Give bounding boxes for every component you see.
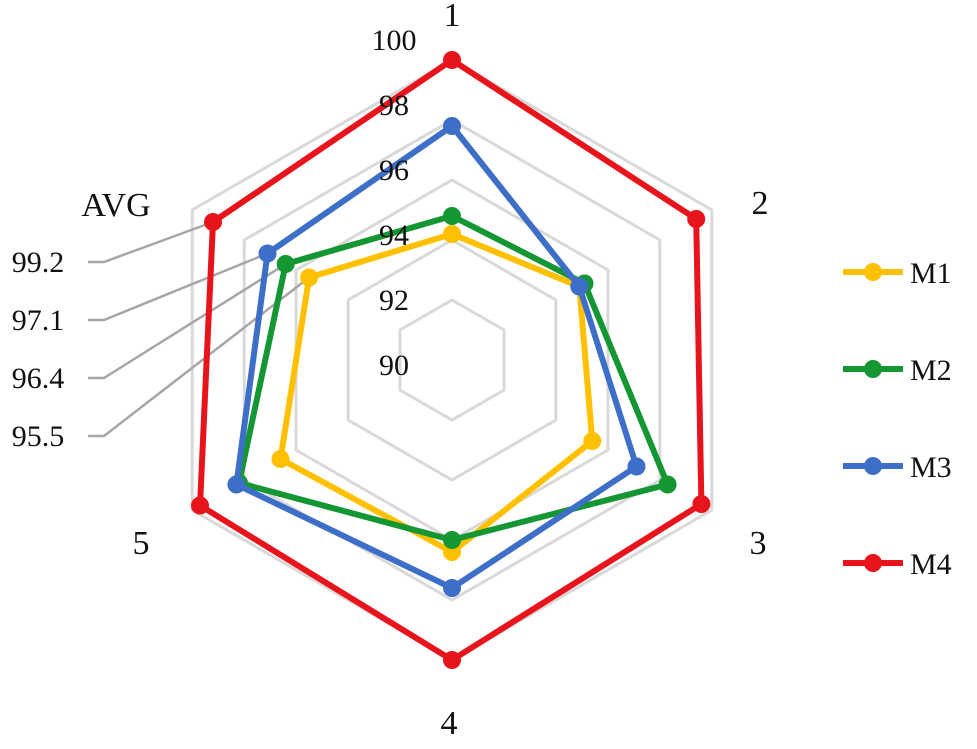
avg-callout-line xyxy=(88,262,287,380)
legend-item-m4: M4 xyxy=(843,548,952,581)
axis-label: 1 xyxy=(444,0,461,34)
axis-label: 3 xyxy=(750,525,767,562)
legend-label: M1 xyxy=(910,257,952,290)
grid-ring xyxy=(346,238,558,482)
avg-value-label: 99.2 xyxy=(12,246,65,279)
data-point xyxy=(443,651,461,669)
avg-callout-line xyxy=(88,220,214,264)
data-point xyxy=(658,475,677,494)
axis-labels: 1 2 3 4 5 AVG xyxy=(81,0,768,742)
tick-label: 90 xyxy=(379,349,409,382)
axis-label: 2 xyxy=(752,185,769,222)
avg-callout-line xyxy=(88,252,268,322)
tick-label: 98 xyxy=(379,89,409,122)
legend-swatch-marker xyxy=(864,263,882,281)
data-point xyxy=(687,210,706,228)
legend-label: M2 xyxy=(910,354,952,387)
series-layer xyxy=(191,51,711,669)
data-point xyxy=(443,207,461,225)
avg-value-label: 95.5 xyxy=(12,420,65,453)
tick-label: 96 xyxy=(379,154,409,187)
legend: M1 M2 M3 M4 xyxy=(843,257,952,581)
data-point xyxy=(627,457,646,476)
grid-ring xyxy=(190,58,714,662)
tick-label: 92 xyxy=(379,284,409,317)
series-m1 xyxy=(271,225,602,561)
series-line xyxy=(197,57,705,663)
data-point xyxy=(276,255,295,273)
data-point xyxy=(300,268,319,287)
data-point xyxy=(583,432,602,450)
legend-item-m3: M3 xyxy=(843,451,952,484)
legend-item-m2: M2 xyxy=(843,354,952,387)
avg-value-labels: 99.2 97.1 96.4 95.5 xyxy=(12,246,65,453)
data-point xyxy=(258,244,277,263)
legend-label: M4 xyxy=(910,548,952,581)
grid-ring xyxy=(242,118,662,602)
data-point xyxy=(191,496,209,515)
avg-callout-line xyxy=(88,276,310,438)
data-point xyxy=(570,277,589,296)
data-point xyxy=(271,450,290,468)
axis-label: 4 xyxy=(441,705,458,742)
data-point xyxy=(443,225,461,243)
legend-swatch-marker xyxy=(864,554,882,572)
data-point xyxy=(443,51,461,69)
data-point xyxy=(204,213,222,231)
axis-label: 5 xyxy=(133,525,150,562)
grid-ring xyxy=(398,298,506,422)
legend-swatch-marker xyxy=(864,360,882,378)
avg-value-label: 97.1 xyxy=(12,304,65,337)
tick-label: 100 xyxy=(372,24,417,57)
data-point xyxy=(692,495,711,513)
tick-label: 94 xyxy=(379,219,409,252)
data-point xyxy=(443,117,461,135)
data-point xyxy=(443,579,461,597)
radial-ticks: 90 92 94 96 98 100 xyxy=(372,24,417,382)
data-point xyxy=(443,531,461,549)
axis-label: AVG xyxy=(81,187,150,224)
legend-item-m1: M1 xyxy=(843,257,952,290)
data-point xyxy=(227,475,246,494)
series-m3 xyxy=(227,117,646,597)
legend-label: M3 xyxy=(910,451,952,484)
series-m4 xyxy=(191,51,711,669)
avg-value-label: 96.4 xyxy=(12,362,65,395)
radar-grid xyxy=(190,58,714,662)
legend-swatch-marker xyxy=(864,457,882,475)
